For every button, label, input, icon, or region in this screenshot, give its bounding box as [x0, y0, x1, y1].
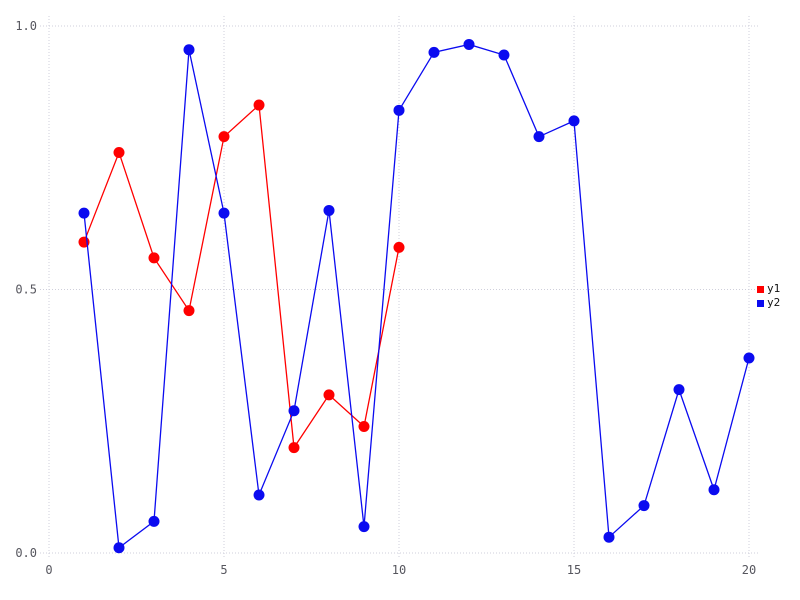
series-y2-point-15 — [568, 115, 580, 127]
series-y2-point-12 — [463, 38, 475, 50]
series-y2-point-18 — [673, 384, 685, 396]
series-y2-line — [83, 43, 750, 549]
series-y1-line — [83, 103, 400, 450]
series-y2-point-9 — [358, 521, 370, 533]
series-y2-point-7 — [288, 405, 300, 417]
series-y2-point-5 — [218, 207, 230, 219]
series-y2-point-20 — [743, 352, 755, 364]
series-y2-point-4 — [183, 44, 195, 56]
series-y2-point-14 — [533, 131, 545, 143]
legend-item-y2: y2 — [757, 296, 780, 310]
series-y2-point-16 — [603, 531, 615, 543]
legend-label-y1: y1 — [767, 282, 781, 295]
x-tick-label-0: 0 — [45, 563, 52, 577]
series-y2-point-2 — [113, 542, 125, 554]
series-y1-point-9 — [358, 421, 370, 433]
series-y2-point-17 — [638, 500, 650, 512]
legend-label-y2: y2 — [767, 296, 781, 309]
x-tick-label-15: 15 — [567, 563, 581, 577]
legend-swatch-y1-icon — [757, 285, 764, 293]
series-y1-point-4 — [183, 305, 195, 317]
y-tick-label-0.5: 0.5 — [15, 283, 37, 297]
series-y1-point-5 — [218, 131, 230, 143]
legend-item-y1: y1 — [757, 282, 780, 296]
series-y1-point-2 — [113, 146, 125, 158]
x-tick-label-10: 10 — [392, 563, 406, 577]
series-y1-point-3 — [148, 252, 160, 264]
series-y2-point-6 — [253, 489, 265, 501]
series-y2-point-13 — [498, 49, 510, 61]
series-y2-point-3 — [148, 515, 160, 527]
y-tick-label-1.0: 1.0 — [15, 19, 37, 33]
series-y1-point-10 — [393, 241, 405, 253]
series-y2-point-19 — [708, 484, 720, 496]
legend: y1 y2 — [757, 282, 780, 310]
x-tick-label-5: 5 — [220, 563, 227, 577]
x-tick-label-20: 20 — [742, 563, 756, 577]
series-y2-point-10 — [393, 104, 405, 116]
series-y1-point-6 — [253, 99, 265, 111]
series-y1-point-7 — [288, 442, 300, 454]
legend-swatch-y2-icon — [757, 299, 764, 307]
series-y2-point-11 — [428, 46, 440, 58]
series-y2-point-1 — [78, 207, 90, 219]
series-y2-point-8 — [323, 204, 335, 216]
y-tick-label-0.0: 0.0 — [15, 546, 37, 560]
series-y1-point-8 — [323, 389, 335, 401]
